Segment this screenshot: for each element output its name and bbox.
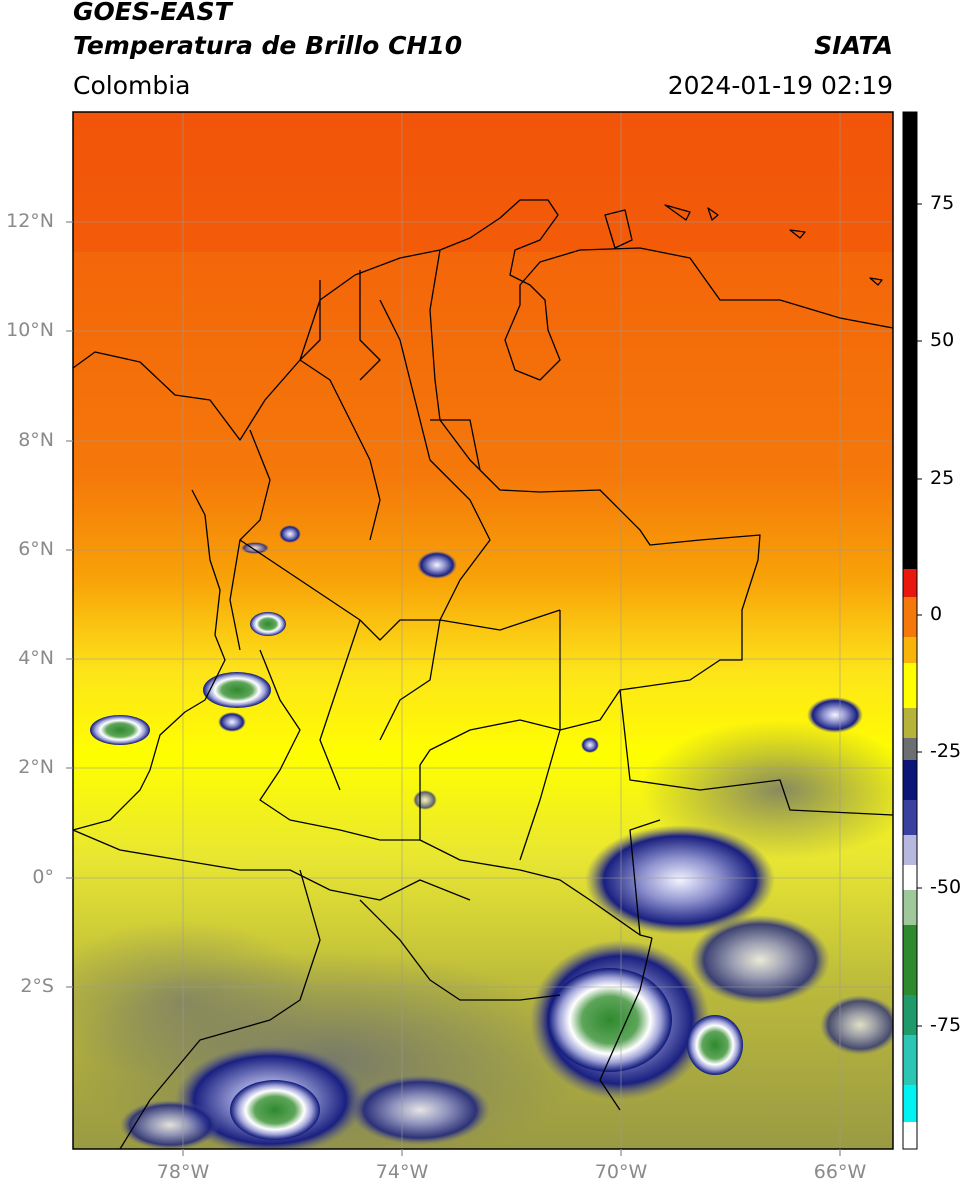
colorbar	[902, 111, 922, 1150]
lon-label-74w: 74°W	[375, 1161, 429, 1183]
map-frame	[72, 111, 894, 1150]
lat-label-2s: 2°S	[20, 975, 54, 997]
region-label: Colombia	[73, 71, 191, 100]
colorbar-tick-0: 0	[930, 603, 943, 625]
source-label: SIATA	[814, 31, 893, 60]
lon-label-70w: 70°W	[594, 1161, 648, 1183]
product-title: Temperatura de Brillo CH10	[73, 31, 463, 60]
satellite-title: GOES-EAST	[73, 0, 232, 26]
colorbar-tick-50: 50	[930, 329, 955, 351]
lat-label-2n: 2°N	[18, 756, 54, 778]
lat-label-4n: 4°N	[18, 647, 54, 669]
colorbar-tick-minus50: -50	[930, 876, 962, 898]
colorbar-tick-minus25: -25	[930, 740, 962, 762]
lon-label-66w: 66°W	[813, 1161, 867, 1183]
colorbar-tick-minus75: -75	[930, 1014, 962, 1036]
lat-label-0: 0°	[32, 866, 54, 888]
datetime-label: 2024-01-19 02:19	[667, 71, 893, 100]
lon-label-78w: 78°W	[156, 1161, 210, 1183]
lat-label-6n: 6°N	[18, 538, 54, 560]
lat-label-12n: 12°N	[6, 210, 54, 232]
colorbar-tick-25: 25	[930, 467, 955, 489]
lat-label-10n: 10°N	[6, 319, 54, 341]
colorbar-tick-75: 75	[930, 192, 955, 214]
lat-label-8n: 8°N	[18, 429, 54, 451]
